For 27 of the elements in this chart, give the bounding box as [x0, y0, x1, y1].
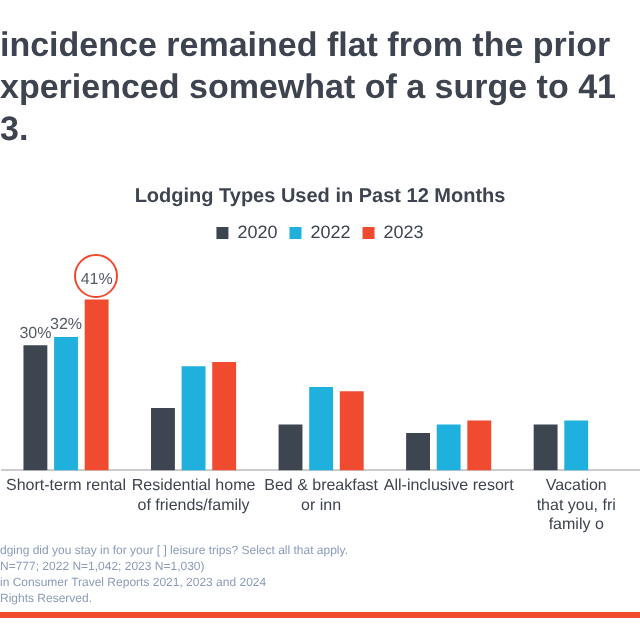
data-label: 32% [50, 315, 83, 334]
bar [339, 391, 364, 471]
chart-title: incidence remained flat from the prior xperienced somewhat of a surge to 41 3. [0, 24, 618, 150]
bar [406, 432, 430, 471]
legend-label: 2022 [310, 221, 351, 242]
x-tick-label: Vacation that you, fri family o [536, 476, 617, 533]
x-tick-label: Short-term rental [5, 476, 127, 495]
bar [278, 424, 303, 471]
bar [212, 362, 237, 471]
bar [54, 337, 78, 471]
bar [23, 345, 48, 471]
x-tick-label: Bed & breakfast or inn [264, 476, 380, 514]
x-tick-label: Residential home of friends/family [131, 476, 257, 514]
bar [309, 387, 334, 471]
bar [151, 407, 175, 471]
data-label: 41% [80, 269, 113, 288]
chart-subtitle: Lodging Types Used in Past 12 Months [134, 185, 507, 208]
bar [533, 424, 558, 471]
bar [467, 420, 492, 471]
x-tick-label: All-inclusive resort [383, 476, 516, 495]
legend-label: 2020 [237, 221, 278, 242]
legend-label: 2023 [383, 221, 424, 242]
bar [436, 424, 461, 471]
data-label: 30% [19, 323, 52, 342]
bar [181, 366, 206, 471]
bar [84, 299, 109, 471]
bar [564, 420, 589, 471]
